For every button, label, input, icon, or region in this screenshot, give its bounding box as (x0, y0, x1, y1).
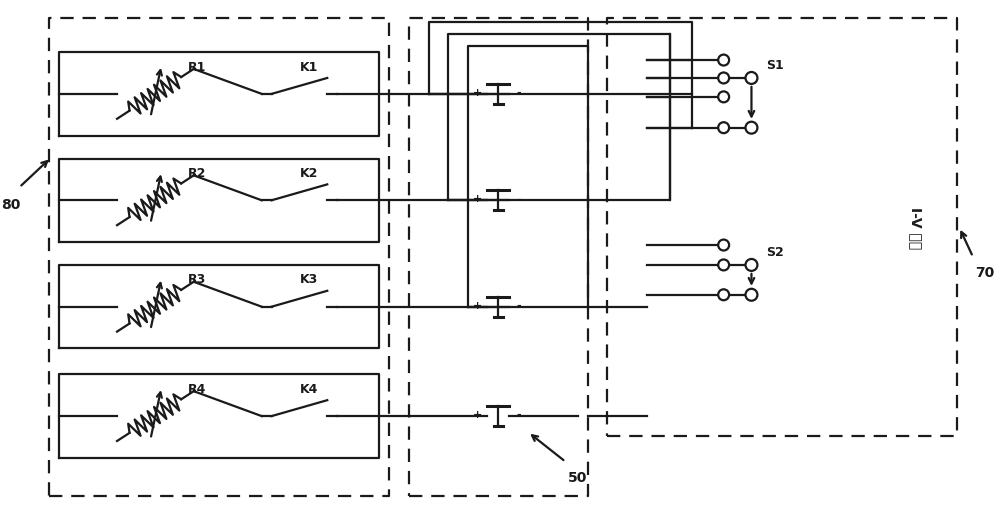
Circle shape (745, 289, 757, 301)
Circle shape (718, 92, 729, 103)
Text: +: + (473, 300, 482, 310)
Circle shape (718, 260, 729, 271)
Circle shape (718, 56, 729, 66)
Text: -: - (517, 194, 521, 204)
Text: K3: K3 (300, 273, 318, 286)
Text: +: + (473, 409, 482, 419)
Circle shape (718, 123, 729, 134)
Text: K2: K2 (300, 167, 319, 180)
Text: I-V 测试: I-V 测试 (908, 207, 922, 249)
Text: 50: 50 (568, 470, 587, 484)
Text: S2: S2 (766, 245, 784, 259)
Text: R2: R2 (188, 167, 206, 180)
Text: K4: K4 (300, 382, 319, 395)
Circle shape (718, 240, 729, 251)
Text: 80: 80 (1, 198, 21, 212)
Circle shape (745, 123, 757, 134)
Text: -: - (517, 88, 521, 97)
Text: 70: 70 (975, 266, 994, 279)
Text: S1: S1 (766, 59, 784, 72)
Circle shape (718, 73, 729, 84)
Text: -: - (517, 300, 521, 310)
Text: +: + (473, 88, 482, 97)
Text: +: + (473, 194, 482, 204)
Circle shape (718, 290, 729, 300)
Text: R3: R3 (188, 273, 206, 286)
Text: K1: K1 (300, 61, 319, 73)
Text: R1: R1 (188, 61, 206, 73)
Circle shape (745, 260, 757, 271)
Circle shape (745, 73, 757, 85)
Text: R4: R4 (188, 382, 206, 395)
Text: -: - (517, 409, 521, 419)
